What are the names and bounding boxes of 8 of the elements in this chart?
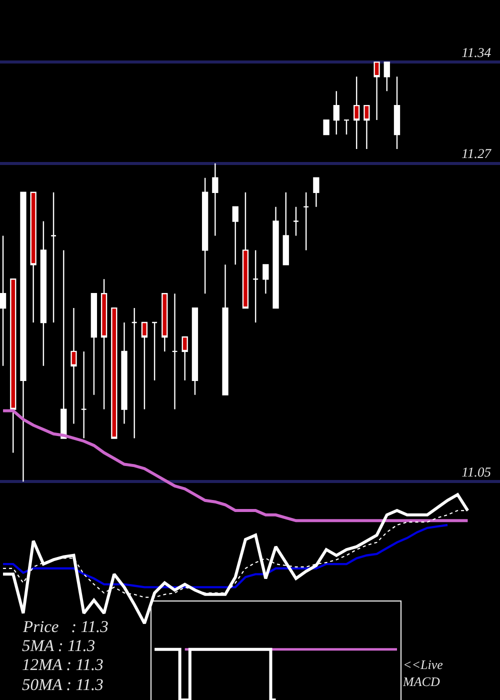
annotation: 5MA : 11.3 xyxy=(22,636,96,655)
y-tick-label: 11.34 xyxy=(462,44,492,60)
annotation: Price : 11.3 xyxy=(22,617,108,636)
y-tick-label: 11.05 xyxy=(462,464,492,480)
y-tick-label: 11.27 xyxy=(462,146,492,162)
annotation: 50MA : 11.3 xyxy=(22,675,104,694)
annotation: <<Live MACD xyxy=(402,657,444,689)
annotation: 12MA : 11.3 xyxy=(22,655,104,674)
